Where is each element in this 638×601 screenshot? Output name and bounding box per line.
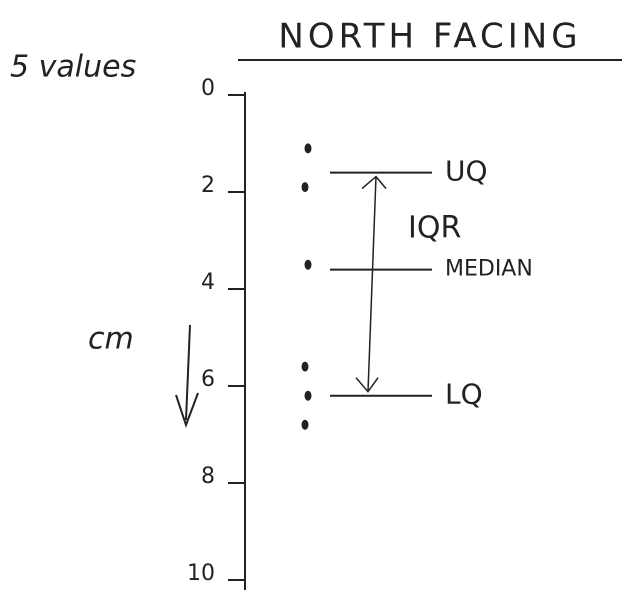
dot — [301, 361, 309, 372]
dot — [304, 390, 312, 401]
dot — [301, 419, 309, 430]
down-arrow — [175, 324, 199, 428]
iqr-arrow — [355, 175, 387, 393]
y-tick-label: 2 — [201, 173, 215, 198]
y-tick-label: 10 — [187, 561, 215, 586]
dot — [301, 182, 309, 193]
y-axis-label: cm — [88, 322, 134, 357]
iqr-label: IQR — [408, 211, 461, 246]
quartile-label: MEDIAN — [445, 257, 533, 282]
y-tick-label: 4 — [201, 270, 215, 295]
y-tick-label: 8 — [201, 464, 215, 489]
quartile-label: LQ — [445, 378, 483, 411]
quartile-label: UQ — [445, 155, 488, 188]
y-tick-label: 0 — [201, 76, 215, 101]
dot — [304, 259, 312, 270]
chart-title: NORTH FACING — [278, 17, 581, 57]
dot — [304, 143, 312, 154]
annotation: 5 values — [10, 50, 136, 85]
y-tick-label: 6 — [201, 367, 215, 392]
